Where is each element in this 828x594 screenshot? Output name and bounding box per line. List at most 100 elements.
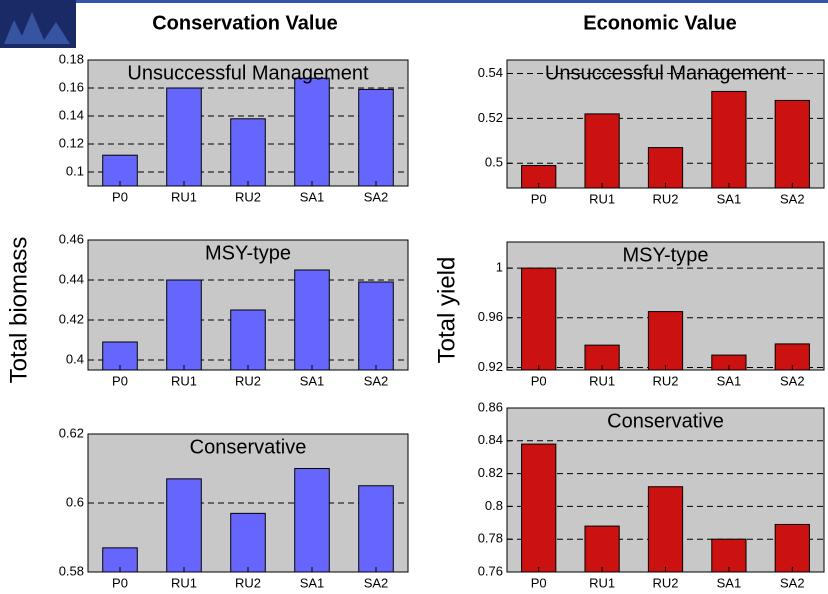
bar xyxy=(647,311,684,371)
plot-frame xyxy=(506,241,825,371)
bar xyxy=(294,77,330,187)
bar xyxy=(774,523,810,573)
x-tick-label: SA1 xyxy=(300,189,325,204)
x-tick-label: RU2 xyxy=(652,373,678,388)
y-axis-label: Total yield xyxy=(433,257,460,364)
y-axis-label: Total biomass xyxy=(5,237,32,384)
x-tick-label: RU2 xyxy=(235,575,261,590)
x-tick-label: RU2 xyxy=(235,373,261,388)
y-tick-label: 0.54 xyxy=(478,65,503,80)
x-tick-label: P0 xyxy=(112,189,128,204)
bar xyxy=(774,99,810,189)
x-tick-label: RU1 xyxy=(589,373,615,388)
y-tick-label: 0.18 xyxy=(59,51,84,66)
y-tick-label: 0.82 xyxy=(478,465,503,480)
x-tick-label: SA1 xyxy=(717,575,742,590)
x-tick-label: SA2 xyxy=(780,191,805,206)
y-tick-label: 0.14 xyxy=(59,107,84,122)
x-tick-label: P0 xyxy=(112,575,128,590)
panel-title: Conservative xyxy=(190,436,307,458)
x-tick-label: RU1 xyxy=(171,575,197,590)
y-tick-label: 0.42 xyxy=(59,311,84,326)
y-tick-label: 0.6 xyxy=(66,494,84,509)
bar xyxy=(230,309,266,371)
x-tick-label: P0 xyxy=(531,575,547,590)
plot-frame xyxy=(506,407,825,573)
y-tick-label: 0.16 xyxy=(59,79,84,94)
panel-title: Conservative xyxy=(607,410,724,432)
y-tick-label: 0.4 xyxy=(66,351,84,366)
x-tick-label: SA2 xyxy=(364,373,389,388)
panel-title: MSY-type xyxy=(623,244,709,266)
bar xyxy=(521,443,557,573)
y-tick-label: 0.84 xyxy=(478,432,503,447)
y-tick-label: 0.92 xyxy=(478,359,503,374)
bar xyxy=(166,87,202,187)
y-tick-label: 1 xyxy=(496,260,503,275)
y-tick-label: 0.8 xyxy=(485,498,503,513)
logo-art xyxy=(4,12,70,44)
bar xyxy=(647,486,684,573)
y-tick-label: 0.58 xyxy=(59,563,84,578)
x-tick-label: SA2 xyxy=(364,575,389,590)
x-tick-label: SA2 xyxy=(364,189,389,204)
x-tick-label: RU2 xyxy=(235,189,261,204)
panel-title: MSY-type xyxy=(205,242,291,264)
bar xyxy=(294,468,330,573)
x-tick-label: RU1 xyxy=(171,189,197,204)
bar xyxy=(230,512,266,573)
bar xyxy=(230,118,266,187)
panel-title: Unsuccessful Management xyxy=(127,62,369,84)
column-header: Conservation Value xyxy=(152,12,338,34)
x-tick-label: RU2 xyxy=(652,575,678,590)
x-tick-label: SA2 xyxy=(780,575,805,590)
bar xyxy=(294,269,330,371)
bar xyxy=(521,267,557,371)
x-tick-label: SA1 xyxy=(300,575,325,590)
bar xyxy=(358,281,394,371)
y-tick-label: 0.12 xyxy=(59,135,84,150)
x-tick-label: SA1 xyxy=(717,191,742,206)
x-tick-label: P0 xyxy=(531,191,547,206)
y-tick-label: 0.62 xyxy=(59,425,84,440)
panel: 0.5 0.52 0.54 P0 RU1 RU2 SA1 SA2 Unsuccessful Ma… xyxy=(478,59,825,206)
plot-frame xyxy=(506,59,825,189)
plot-frame xyxy=(87,433,409,573)
bar xyxy=(358,88,394,187)
bar xyxy=(647,147,684,189)
y-tick-label: 0.52 xyxy=(478,110,503,125)
x-tick-label: P0 xyxy=(112,373,128,388)
x-tick-label: SA1 xyxy=(300,373,325,388)
top-rule xyxy=(0,0,828,3)
x-tick-label: RU1 xyxy=(589,575,615,590)
bar xyxy=(711,90,747,189)
x-tick-label: P0 xyxy=(531,373,547,388)
bar xyxy=(166,279,202,371)
y-tick-label: 0.78 xyxy=(478,531,503,546)
x-tick-label: RU2 xyxy=(652,191,678,206)
x-tick-label: RU1 xyxy=(171,373,197,388)
panel: 0.92 0.96 1 P0 RU1 RU2 SA1 SA2 MSY-type xyxy=(478,241,825,388)
panel: 0.4 0.42 0.44 0.46 P0 RU1 RU2 SA1 SA2 MSY-type xyxy=(59,231,409,388)
x-tick-label: RU1 xyxy=(589,191,615,206)
y-tick-label: 0.1 xyxy=(66,163,84,178)
bar xyxy=(584,113,620,189)
bar xyxy=(358,485,394,573)
bar xyxy=(102,154,138,187)
y-tick-label: 0.5 xyxy=(485,155,503,170)
panel: 0.58 0.6 0.62 P0 RU1 RU2 SA1 SA2 Conservative xyxy=(59,425,409,590)
bar xyxy=(584,525,620,573)
panel: 0.76 0.78 0.8 0.82 0.84 0.86 P0 RU1 RU2 SA1 SA2 Con… xyxy=(478,399,825,590)
plot-frame xyxy=(87,59,409,187)
y-tick-label: 0.46 xyxy=(59,231,84,246)
y-tick-label: 0.86 xyxy=(478,399,503,414)
y-tick-label: 0.44 xyxy=(59,271,84,286)
panel: 0.1 0.12 0.14 0.16 0.18 P0 RU1 RU2 SA1 SA2 Unsucce… xyxy=(59,51,409,204)
x-tick-label: SA2 xyxy=(780,373,805,388)
plot-frame xyxy=(87,239,409,371)
column-header: Economic Value xyxy=(583,12,736,34)
panel-title: Unsuccessful Management xyxy=(545,62,787,84)
bar xyxy=(166,478,202,573)
y-tick-label: 0.96 xyxy=(478,309,503,324)
